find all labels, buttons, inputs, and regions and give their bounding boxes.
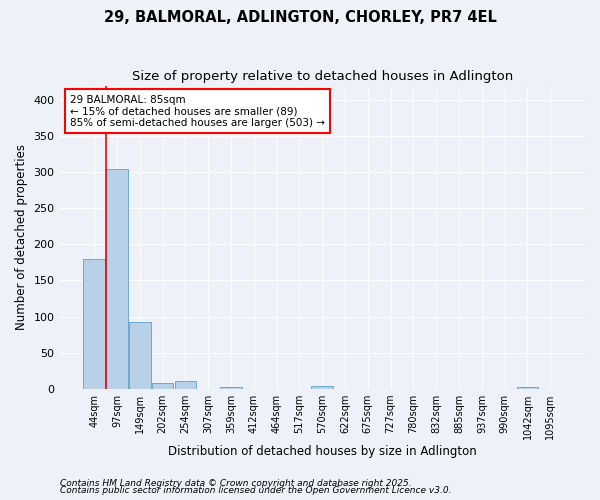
Bar <box>220 386 242 388</box>
Title: Size of property relative to detached houses in Adlington: Size of property relative to detached ho… <box>131 70 513 83</box>
Bar <box>175 381 196 388</box>
Text: 29 BALMORAL: 85sqm
← 15% of detached houses are smaller (89)
85% of semi-detache: 29 BALMORAL: 85sqm ← 15% of detached hou… <box>70 94 325 128</box>
Bar <box>83 259 105 388</box>
Y-axis label: Number of detached properties: Number of detached properties <box>15 144 28 330</box>
Bar <box>106 168 128 388</box>
Bar <box>129 322 151 388</box>
Bar <box>517 386 538 388</box>
X-axis label: Distribution of detached houses by size in Adlington: Distribution of detached houses by size … <box>168 444 476 458</box>
Text: Contains public sector information licensed under the Open Government Licence v3: Contains public sector information licen… <box>60 486 452 495</box>
Text: Contains HM Land Registry data © Crown copyright and database right 2025.: Contains HM Land Registry data © Crown c… <box>60 478 412 488</box>
Bar <box>311 386 333 388</box>
Bar <box>152 383 173 388</box>
Text: 29, BALMORAL, ADLINGTON, CHORLEY, PR7 4EL: 29, BALMORAL, ADLINGTON, CHORLEY, PR7 4E… <box>104 10 496 25</box>
